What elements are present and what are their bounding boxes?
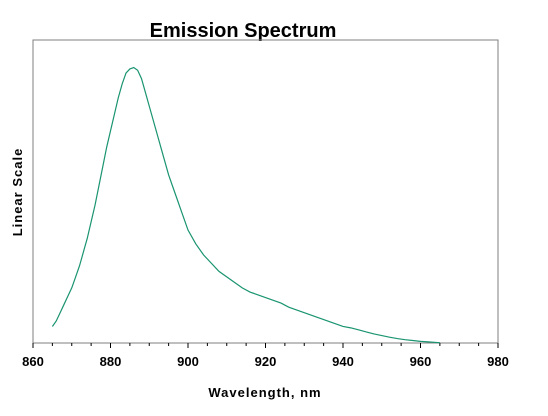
y-axis-label: Linear Scale [10,148,25,237]
x-tick-label: 900 [177,354,199,369]
x-tick-label: 880 [100,354,122,369]
x-axis-label: Wavelength, nm [208,385,321,400]
x-axis-tick-labels: 860 880 900 920 940 960 980 [22,354,509,369]
x-tick-label: 860 [22,354,44,369]
x-axis-ticks [32,343,499,348]
x-tick-label: 940 [332,354,354,369]
chart-title: Emission Spectrum [150,20,337,42]
x-tick-label: 920 [255,354,277,369]
x-tick-label: 980 [487,354,509,369]
emission-series-line [51,66,440,344]
x-tick-label: 960 [410,354,432,369]
